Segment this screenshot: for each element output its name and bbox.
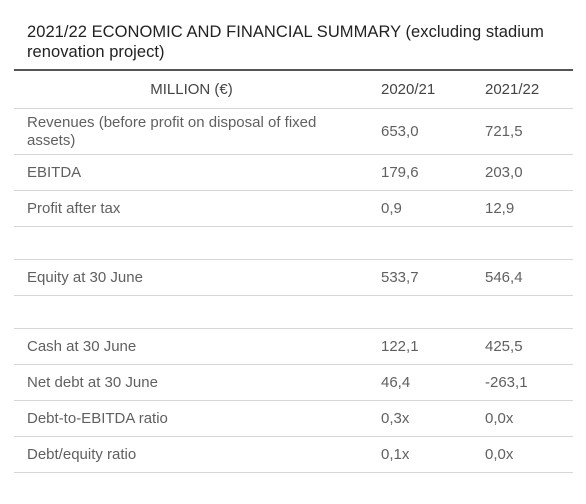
value-2021-22: 12,9 [473, 190, 573, 227]
value-2020-21: 122,1 [369, 328, 473, 365]
value-2021-22: 0,0x [473, 436, 573, 473]
value-2021-22: 546,4 [473, 259, 573, 296]
table-row: EBITDA 179,6 203,0 [14, 154, 573, 191]
row-label: Revenues (before profit on disposal of f… [14, 108, 369, 155]
value-2020-21: 0,1x [369, 436, 473, 473]
value-2020-21: 0,3x [369, 400, 473, 437]
row-label: Profit after tax [14, 190, 369, 227]
table-row: Debt-to-EBITDA ratio 0,3x 0,0x [14, 400, 573, 437]
row-label: Net debt at 30 June [14, 364, 369, 401]
value-2021-22 [473, 295, 573, 329]
value-2020-21 [369, 295, 473, 329]
value-2021-22: 721,5 [473, 108, 573, 155]
column-header-unit: MILLION (€) [14, 71, 369, 109]
column-header-2021-22: 2021/22 [473, 71, 573, 109]
value-2020-21: 533,7 [369, 259, 473, 296]
value-2021-22: 0,0x [473, 400, 573, 437]
value-2020-21: 46,4 [369, 364, 473, 401]
row-label [14, 226, 369, 260]
table-row-empty [14, 295, 573, 329]
value-2020-21: 0,9 [369, 190, 473, 227]
value-2021-22: 425,5 [473, 328, 573, 365]
table-row: Profit after tax 0,9 12,9 [14, 190, 573, 227]
summary-panel: 2021/22 ECONOMIC AND FINANCIAL SUMMARY (… [14, 22, 573, 473]
table-row: Equity at 30 June 533,7 546,4 [14, 259, 573, 296]
header-row: MILLION (€) 2020/21 2021/22 [14, 71, 573, 109]
summary-table: MILLION (€) 2020/21 2021/22 Revenues (be… [14, 71, 573, 473]
value-2021-22: 203,0 [473, 154, 573, 191]
table-row: Net debt at 30 June 46,4 -263,1 [14, 364, 573, 401]
table-row-empty [14, 226, 573, 260]
value-2020-21: 653,0 [369, 108, 473, 155]
row-label: Cash at 30 June [14, 328, 369, 365]
value-2021-22: -263,1 [473, 364, 573, 401]
row-label: EBITDA [14, 154, 369, 191]
row-label: Equity at 30 June [14, 259, 369, 296]
table-row: Revenues (before profit on disposal of f… [14, 108, 573, 155]
table-row: Cash at 30 June 122,1 425,5 [14, 328, 573, 365]
value-2020-21 [369, 226, 473, 260]
row-label [14, 295, 369, 329]
table-title: 2021/22 ECONOMIC AND FINANCIAL SUMMARY (… [14, 22, 573, 71]
table-row: Debt/equity ratio 0,1x 0,0x [14, 436, 573, 473]
value-2020-21: 179,6 [369, 154, 473, 191]
column-header-2020-21: 2020/21 [369, 71, 473, 109]
row-label: Debt/equity ratio [14, 436, 369, 473]
value-2021-22 [473, 226, 573, 260]
row-label: Debt-to-EBITDA ratio [14, 400, 369, 437]
